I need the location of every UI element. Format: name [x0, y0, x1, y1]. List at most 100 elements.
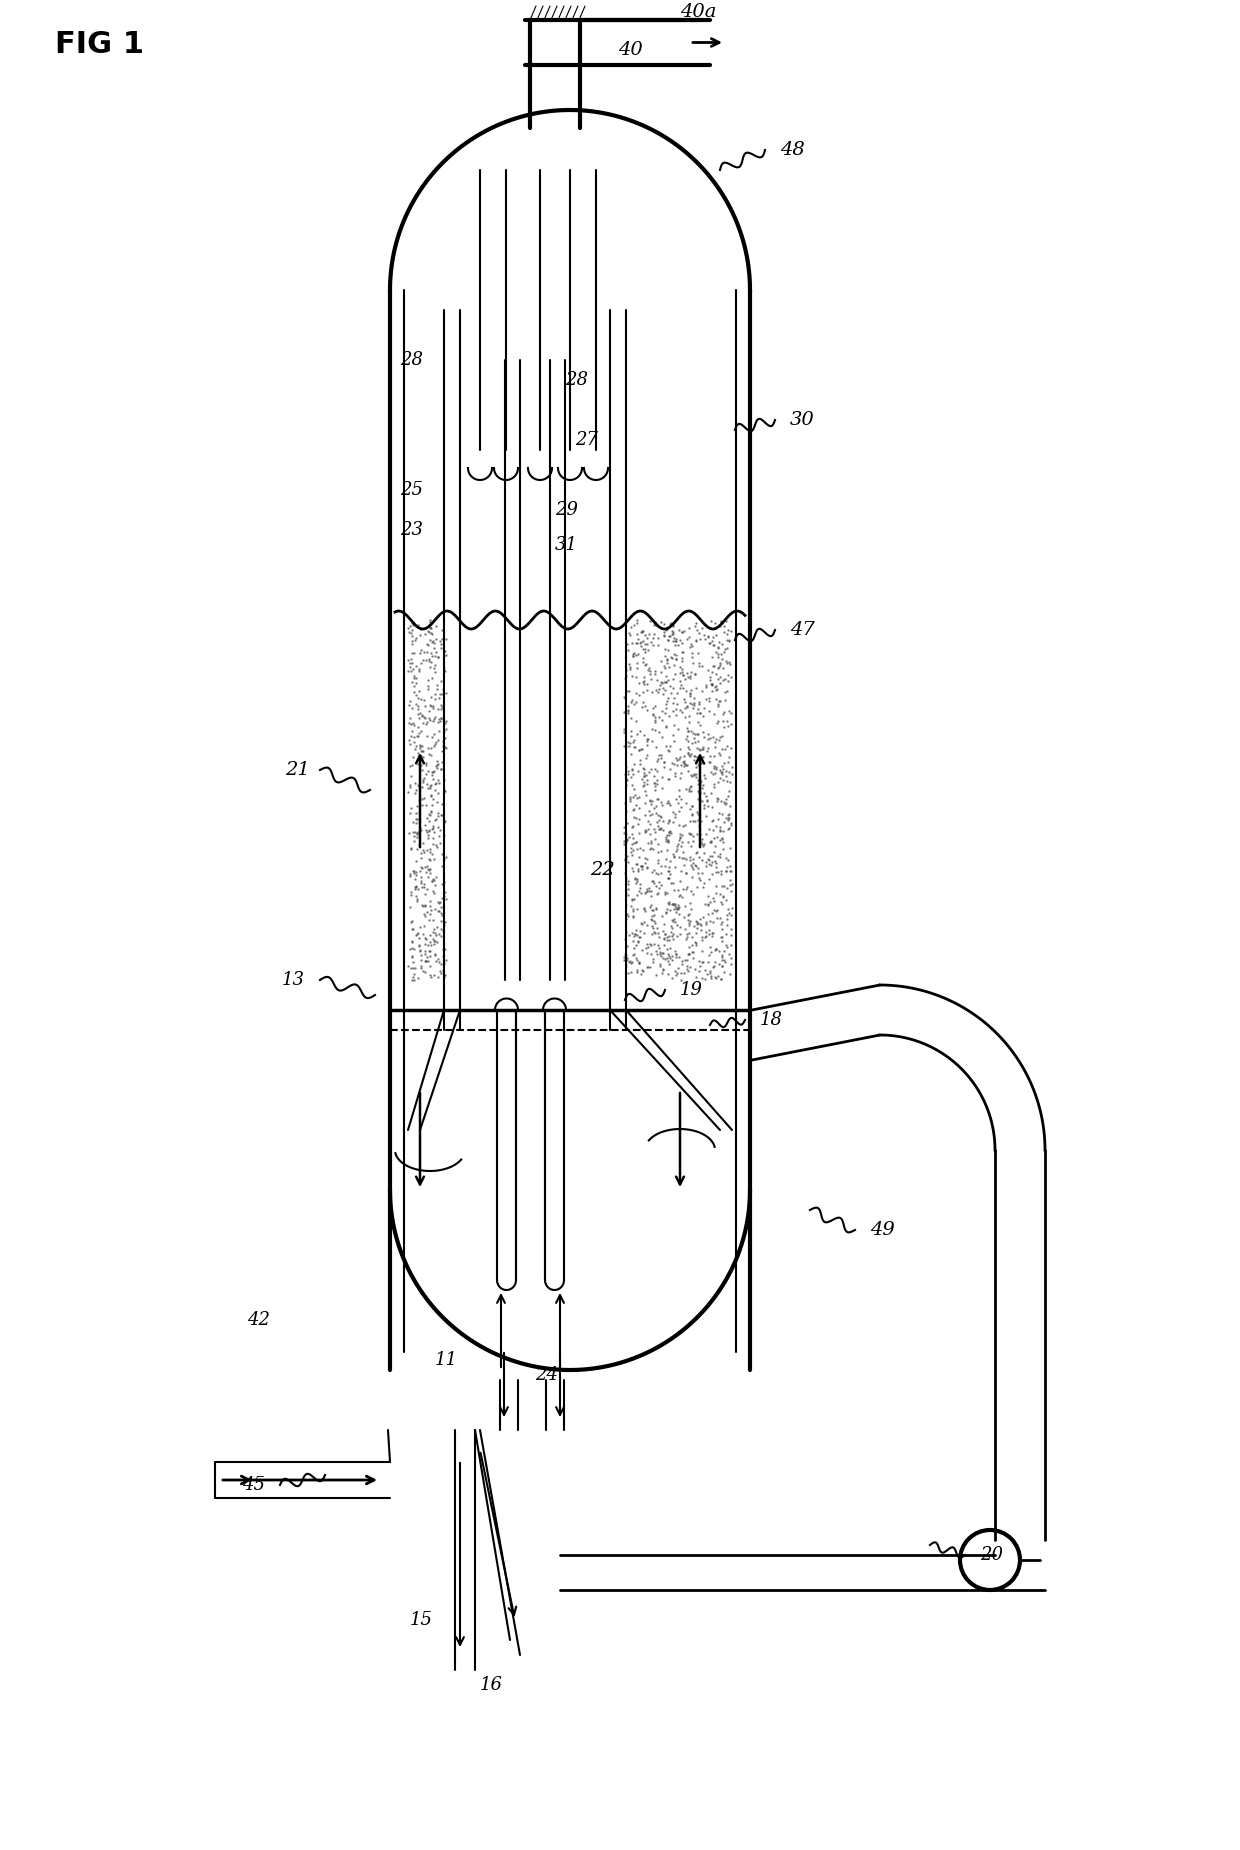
Point [420, 927, 440, 956]
Point [402, 644, 422, 673]
Point [635, 692, 655, 722]
Point [667, 910, 687, 940]
Point [663, 638, 683, 668]
Point [698, 655, 718, 684]
Point [719, 814, 739, 844]
Point [418, 664, 438, 694]
Point [722, 894, 742, 923]
Point [410, 731, 430, 760]
Point [410, 844, 430, 873]
Point [637, 725, 657, 755]
Point [672, 648, 692, 677]
Point [652, 705, 672, 734]
Point [662, 945, 682, 975]
Point [650, 814, 670, 844]
Point [673, 636, 693, 666]
Point [677, 951, 697, 980]
Point [642, 677, 662, 707]
Point [687, 616, 707, 646]
Point [652, 673, 672, 703]
Point [662, 921, 682, 951]
Point [715, 844, 735, 873]
Point [647, 879, 667, 908]
Point [636, 816, 656, 845]
Point [677, 921, 697, 951]
Point [699, 827, 719, 857]
Point [641, 790, 661, 820]
Point [683, 694, 703, 723]
Point [678, 716, 698, 746]
Point [401, 655, 420, 684]
Point [627, 653, 647, 683]
Point [429, 716, 449, 746]
Point [675, 914, 694, 944]
Point [656, 653, 676, 683]
Point [620, 655, 640, 684]
Point [425, 805, 445, 834]
Point [670, 820, 689, 849]
Point [405, 864, 425, 894]
Point [689, 908, 709, 938]
Point [422, 692, 441, 722]
Point [408, 722, 428, 751]
Point [641, 905, 661, 934]
Point [722, 901, 742, 931]
Point [650, 940, 670, 969]
Point [663, 664, 683, 694]
Point [683, 718, 703, 747]
Point [706, 684, 725, 714]
Point [420, 834, 440, 864]
Point [713, 707, 733, 736]
Point [712, 760, 732, 790]
Point [672, 882, 692, 912]
Point [706, 947, 725, 977]
Point [697, 801, 717, 831]
Point [720, 870, 740, 899]
Point [665, 749, 684, 779]
Point [414, 703, 434, 733]
Point [680, 940, 699, 969]
Point [711, 903, 730, 932]
Point [706, 810, 725, 840]
Point [714, 747, 734, 777]
Point [668, 894, 688, 923]
Point [663, 673, 683, 703]
Point [414, 851, 434, 881]
Point [692, 734, 712, 764]
Point [714, 712, 734, 742]
Point [398, 818, 418, 847]
Point [672, 657, 692, 686]
Point [626, 688, 646, 718]
Point [722, 808, 742, 838]
Point [701, 629, 720, 659]
Point [718, 895, 738, 925]
Point [719, 792, 739, 821]
Point [637, 731, 657, 760]
Point [430, 914, 450, 944]
Point [671, 966, 691, 995]
Point [708, 653, 728, 683]
Point [693, 871, 713, 901]
Point [689, 618, 709, 648]
Point [402, 629, 422, 659]
Point [717, 932, 737, 962]
Point [403, 807, 423, 836]
Point [432, 747, 451, 777]
Point [712, 914, 732, 944]
Point [702, 962, 722, 992]
Point [624, 895, 644, 925]
Point [693, 742, 713, 771]
Point [418, 636, 438, 666]
Point [706, 675, 725, 705]
Point [722, 662, 742, 692]
Point [629, 877, 649, 906]
Point [657, 648, 677, 677]
Point [688, 720, 708, 749]
Point [622, 884, 642, 914]
Point [718, 803, 738, 832]
Point [686, 610, 706, 640]
Point [699, 849, 719, 879]
Point [412, 953, 432, 982]
Point [645, 919, 665, 949]
Text: 40: 40 [618, 41, 642, 59]
